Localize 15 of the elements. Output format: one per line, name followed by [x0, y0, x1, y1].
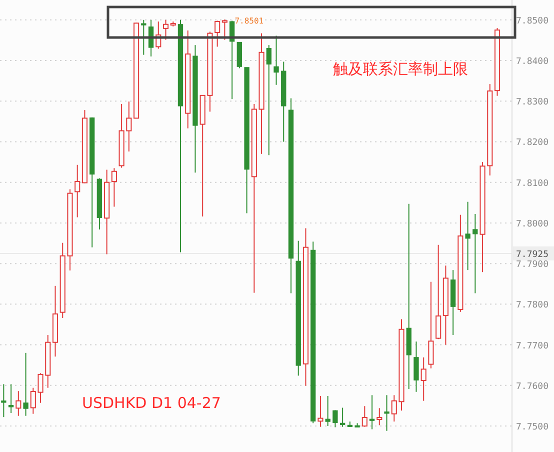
y-tick-label: 7.7500	[516, 422, 549, 433]
ref-line-label: 7.7925	[516, 250, 549, 260]
y-tick-label: 7.8100	[516, 178, 549, 189]
y-tick-label: 7.8200	[516, 138, 549, 148]
annotation: 触及联系汇率制上限	[333, 60, 468, 78]
y-tick-label: 7.8300	[516, 98, 549, 108]
annotation: 7.8501	[234, 16, 264, 26]
annotation: USDHKD D1 04-27	[82, 394, 221, 412]
y-tick-label: 7.8500	[516, 16, 549, 26]
y-tick-label: 7.8000	[516, 219, 549, 230]
y-tick-label: 7.8400	[516, 57, 549, 68]
y-tick-label: 7.7800	[516, 300, 549, 311]
y-tick-label: 7.7700	[516, 341, 549, 352]
y-tick-label: 7.7900	[516, 260, 549, 270]
y-tick-label: 7.7600	[516, 382, 549, 392]
